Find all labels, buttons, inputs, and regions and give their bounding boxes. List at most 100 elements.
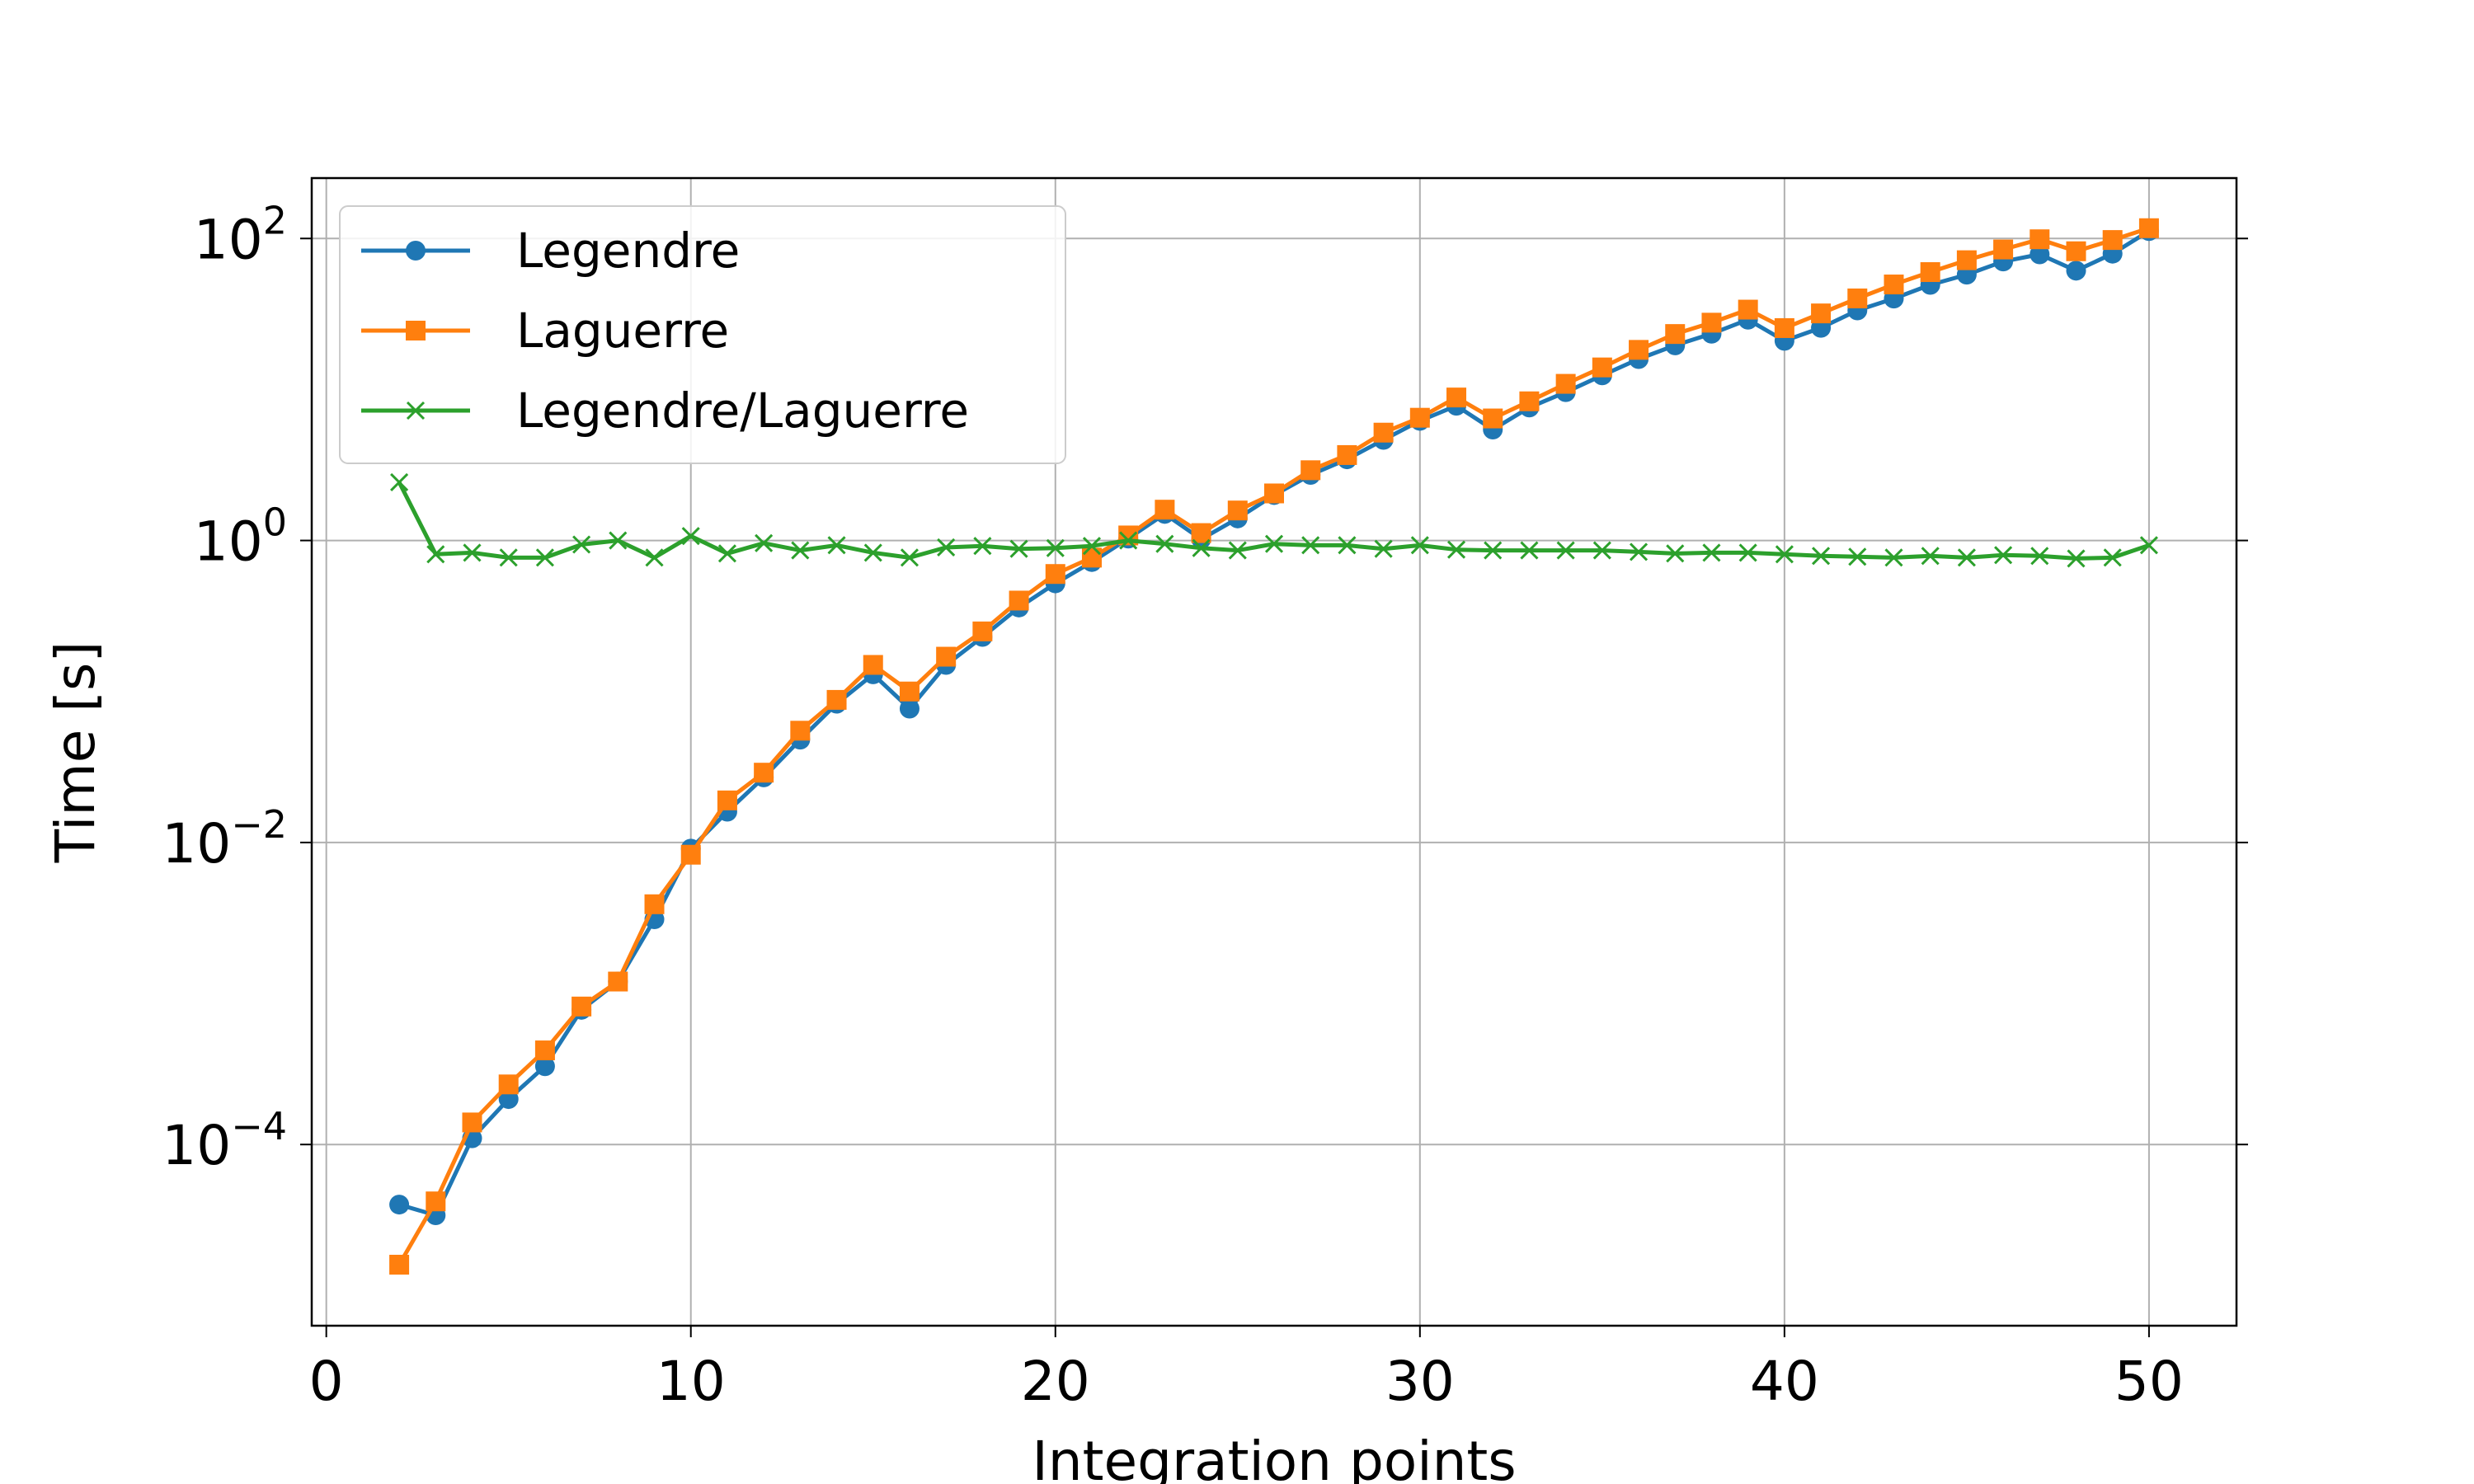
data-point — [1520, 541, 1539, 560]
marker-stroke — [2067, 549, 2086, 568]
data-point — [2066, 241, 2086, 261]
marker-stroke — [1556, 541, 1575, 560]
data-point — [534, 1056, 555, 1077]
data-point — [1993, 239, 2014, 260]
marker-stroke — [1848, 547, 1867, 566]
data-point — [936, 646, 957, 667]
marker-stroke — [1082, 537, 1102, 556]
legend-entry: Legendre/Laguerre — [361, 383, 969, 439]
data-point — [1484, 541, 1503, 560]
marker-stroke — [1629, 542, 1649, 561]
marker-stroke — [791, 541, 810, 560]
data-point — [1228, 541, 1247, 560]
data-point — [1921, 547, 1940, 566]
data-point — [899, 681, 920, 702]
data-point — [1738, 543, 1757, 562]
data-point — [1920, 262, 1940, 283]
data-point — [973, 537, 992, 556]
data-point — [1592, 357, 1612, 378]
data-point — [1884, 275, 1904, 295]
data-point — [571, 996, 592, 1017]
marker-stroke — [1228, 541, 1247, 560]
data-point — [1446, 540, 1466, 559]
plot-frame — [310, 176, 2238, 1327]
data-point — [1300, 460, 1321, 481]
marker-stroke — [973, 537, 992, 556]
y-tick-label: 102 — [194, 198, 287, 271]
y-tick-label: 10−4 — [162, 1104, 287, 1177]
data-point — [534, 1040, 555, 1061]
data-point — [608, 971, 628, 992]
data-point — [645, 548, 664, 567]
marker-stroke — [406, 401, 426, 420]
data-point — [1483, 408, 1503, 429]
legend: Legendre Laguerre Legendre/Laguerre — [339, 205, 1066, 464]
data-point — [1956, 250, 1977, 270]
marker-stroke — [1446, 540, 1466, 559]
data-point — [2030, 244, 2050, 265]
data-point — [1301, 536, 1320, 555]
marker-stroke — [900, 548, 920, 567]
data-point — [1374, 539, 1393, 558]
marker-stroke — [863, 543, 882, 562]
data-point — [2066, 261, 2086, 281]
data-point — [406, 401, 426, 420]
data-point — [1629, 340, 1649, 360]
data-series — [389, 218, 2159, 1275]
data-point — [1264, 483, 1284, 504]
grid-lines — [312, 178, 2236, 1326]
data-point — [863, 543, 882, 562]
marker-stroke — [937, 538, 956, 557]
marker-stroke — [1410, 536, 1429, 555]
data-point — [1847, 288, 1868, 308]
marker-stroke — [535, 548, 554, 567]
marker-stroke — [827, 536, 846, 555]
data-point — [644, 894, 665, 914]
data-point — [426, 545, 445, 564]
marker-stroke — [1374, 539, 1393, 558]
legend-entry: Laguerre — [361, 303, 729, 359]
data-point — [1082, 537, 1102, 556]
marker-stroke — [645, 548, 664, 567]
data-point — [2030, 547, 2049, 566]
data-point — [826, 689, 847, 710]
x-tick-label: 0 — [309, 1350, 344, 1413]
data-point — [1666, 544, 1685, 563]
marker-stroke — [1592, 541, 1611, 560]
data-point — [1373, 422, 1394, 443]
y-axis-label: Time [s] — [44, 641, 107, 863]
data-point — [899, 698, 920, 719]
marker-stroke — [1338, 536, 1357, 555]
data-point — [462, 1112, 482, 1133]
data-point — [717, 544, 736, 563]
marker-stroke — [1520, 541, 1539, 560]
data-point — [609, 531, 628, 550]
data-point — [1519, 391, 1540, 411]
data-point — [1811, 303, 1832, 324]
data-point — [390, 472, 409, 492]
marker-stroke — [1738, 543, 1757, 562]
data-point — [1446, 387, 1467, 408]
data-point — [1738, 299, 1758, 320]
data-point — [1045, 564, 1065, 585]
data-point — [1338, 536, 1357, 555]
x-tick-label: 30 — [1385, 1350, 1455, 1413]
data-point — [389, 1195, 410, 1215]
data-point — [1191, 523, 1211, 543]
marker-stroke — [2139, 536, 2158, 555]
marker-stroke — [1921, 547, 1940, 566]
marker-stroke — [1264, 534, 1284, 553]
data-point — [1702, 543, 1721, 562]
data-point — [1555, 373, 1576, 394]
data-point — [717, 790, 737, 810]
marker-stroke — [755, 533, 774, 552]
data-point — [1155, 534, 1174, 553]
data-point — [2102, 230, 2123, 251]
x-axis-label: Integration points — [1032, 1430, 1516, 1484]
data-point — [426, 1191, 446, 1212]
legend-label: Legendre — [516, 223, 740, 279]
data-point — [1009, 590, 1029, 611]
data-point — [680, 844, 701, 865]
y-tick-label: 100 — [194, 500, 287, 574]
